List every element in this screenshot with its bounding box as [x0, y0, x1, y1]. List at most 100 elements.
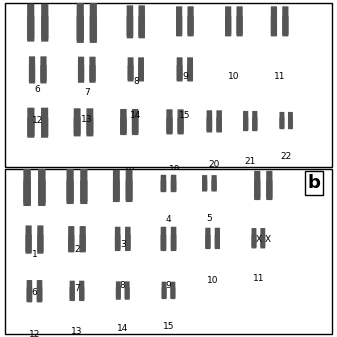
FancyBboxPatch shape — [37, 225, 43, 254]
FancyBboxPatch shape — [126, 180, 132, 200]
FancyBboxPatch shape — [74, 108, 81, 136]
FancyBboxPatch shape — [89, 65, 96, 81]
FancyBboxPatch shape — [237, 16, 243, 34]
FancyBboxPatch shape — [125, 287, 130, 299]
FancyBboxPatch shape — [125, 281, 130, 300]
FancyBboxPatch shape — [215, 235, 220, 248]
FancyBboxPatch shape — [89, 57, 96, 83]
FancyBboxPatch shape — [70, 287, 75, 300]
FancyBboxPatch shape — [116, 287, 121, 299]
FancyBboxPatch shape — [66, 169, 74, 204]
FancyBboxPatch shape — [252, 111, 257, 131]
FancyBboxPatch shape — [261, 228, 265, 248]
FancyBboxPatch shape — [37, 235, 43, 252]
FancyBboxPatch shape — [26, 225, 32, 254]
FancyBboxPatch shape — [125, 235, 130, 249]
FancyBboxPatch shape — [266, 180, 272, 198]
FancyBboxPatch shape — [40, 56, 47, 84]
FancyBboxPatch shape — [80, 226, 86, 252]
Text: 1: 1 — [32, 250, 37, 259]
FancyBboxPatch shape — [207, 118, 212, 131]
FancyBboxPatch shape — [161, 175, 166, 192]
FancyBboxPatch shape — [162, 282, 166, 299]
Text: 5: 5 — [207, 214, 212, 222]
FancyBboxPatch shape — [187, 16, 194, 34]
FancyBboxPatch shape — [37, 287, 42, 301]
FancyBboxPatch shape — [38, 180, 45, 204]
Text: 19: 19 — [169, 165, 181, 174]
FancyBboxPatch shape — [261, 235, 265, 247]
FancyBboxPatch shape — [212, 175, 217, 191]
FancyBboxPatch shape — [202, 180, 207, 190]
FancyBboxPatch shape — [251, 235, 256, 247]
Text: 14: 14 — [130, 111, 142, 120]
FancyBboxPatch shape — [66, 180, 74, 202]
FancyBboxPatch shape — [243, 118, 248, 130]
Text: 8: 8 — [120, 281, 126, 290]
FancyBboxPatch shape — [161, 180, 166, 191]
FancyBboxPatch shape — [243, 111, 248, 131]
FancyBboxPatch shape — [76, 3, 84, 43]
Text: 11: 11 — [253, 274, 264, 283]
Text: 8: 8 — [133, 77, 139, 86]
FancyBboxPatch shape — [74, 118, 81, 134]
FancyBboxPatch shape — [76, 16, 84, 40]
FancyBboxPatch shape — [205, 235, 211, 248]
Text: 16: 16 — [32, 173, 43, 182]
FancyBboxPatch shape — [115, 227, 120, 251]
FancyBboxPatch shape — [279, 112, 284, 129]
FancyBboxPatch shape — [161, 227, 166, 251]
FancyBboxPatch shape — [26, 235, 32, 252]
FancyBboxPatch shape — [187, 57, 193, 82]
FancyBboxPatch shape — [161, 235, 166, 249]
FancyBboxPatch shape — [187, 6, 194, 36]
Text: 7: 7 — [84, 88, 90, 97]
FancyBboxPatch shape — [116, 281, 121, 300]
FancyBboxPatch shape — [216, 118, 222, 131]
FancyBboxPatch shape — [113, 180, 120, 200]
FancyBboxPatch shape — [288, 118, 293, 128]
FancyBboxPatch shape — [27, 16, 34, 39]
FancyBboxPatch shape — [27, 108, 34, 138]
FancyBboxPatch shape — [187, 65, 193, 80]
FancyBboxPatch shape — [176, 6, 182, 36]
Text: 13: 13 — [71, 327, 83, 336]
FancyBboxPatch shape — [120, 118, 127, 133]
Text: 7: 7 — [74, 284, 80, 293]
Text: 9: 9 — [165, 281, 172, 290]
FancyBboxPatch shape — [282, 16, 288, 34]
Text: 21: 21 — [245, 157, 256, 166]
FancyBboxPatch shape — [207, 110, 212, 132]
FancyBboxPatch shape — [78, 65, 84, 81]
FancyBboxPatch shape — [177, 65, 183, 80]
FancyBboxPatch shape — [37, 280, 42, 302]
FancyBboxPatch shape — [128, 57, 133, 82]
Text: 10: 10 — [228, 72, 240, 81]
FancyBboxPatch shape — [78, 57, 84, 83]
FancyBboxPatch shape — [79, 281, 84, 301]
FancyBboxPatch shape — [166, 118, 173, 133]
FancyBboxPatch shape — [23, 180, 31, 204]
FancyBboxPatch shape — [27, 118, 34, 136]
Text: X X: X X — [256, 235, 271, 244]
FancyBboxPatch shape — [87, 108, 93, 136]
FancyBboxPatch shape — [113, 170, 120, 202]
FancyBboxPatch shape — [139, 5, 145, 38]
FancyBboxPatch shape — [138, 65, 144, 80]
Text: 13: 13 — [81, 115, 93, 124]
Text: 17: 17 — [78, 170, 89, 179]
FancyBboxPatch shape — [216, 110, 222, 132]
FancyBboxPatch shape — [162, 287, 166, 298]
Text: 15: 15 — [179, 111, 191, 120]
FancyBboxPatch shape — [128, 65, 133, 80]
FancyBboxPatch shape — [27, 280, 32, 302]
FancyBboxPatch shape — [254, 171, 261, 200]
Text: 6: 6 — [32, 287, 37, 297]
FancyBboxPatch shape — [40, 65, 47, 82]
FancyBboxPatch shape — [125, 227, 130, 251]
FancyBboxPatch shape — [41, 108, 48, 138]
Text: 3: 3 — [120, 240, 126, 249]
FancyBboxPatch shape — [87, 118, 93, 134]
FancyBboxPatch shape — [120, 109, 127, 135]
FancyBboxPatch shape — [252, 118, 257, 130]
